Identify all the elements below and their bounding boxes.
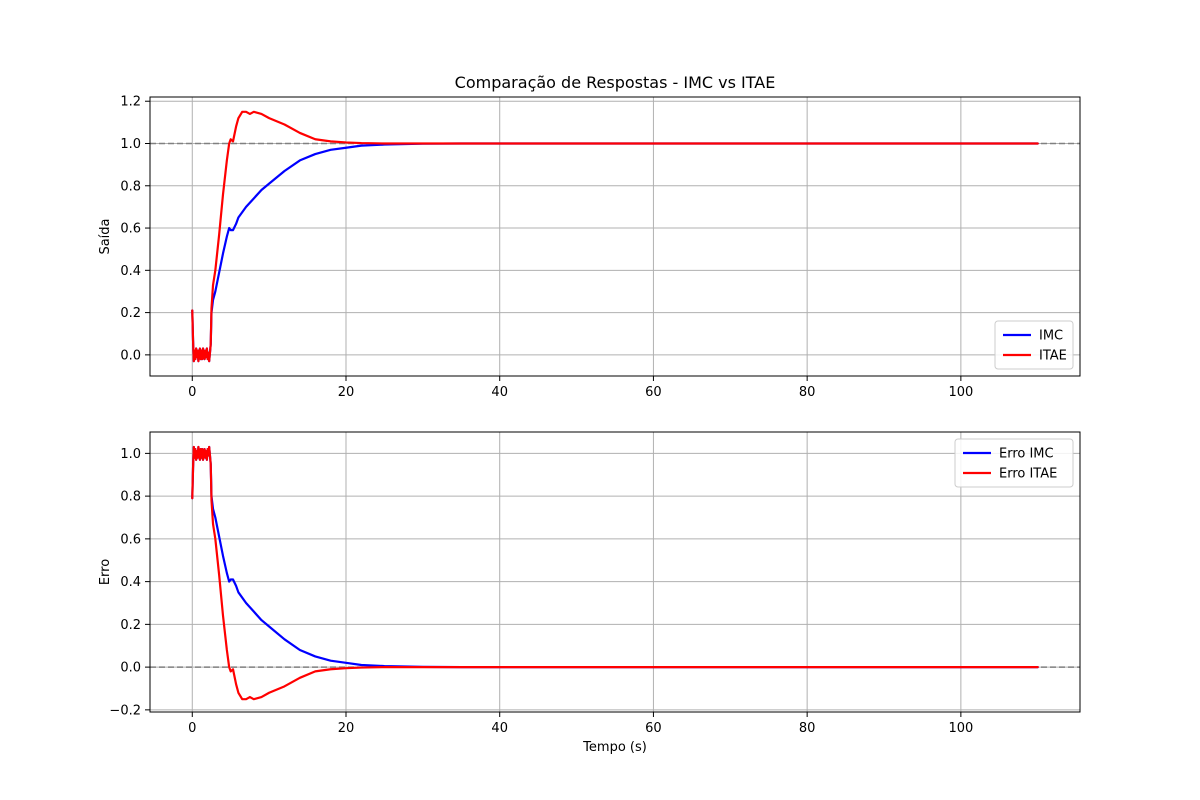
- x-tick-label: 100: [948, 721, 973, 736]
- x-tick-label: 40: [491, 721, 508, 736]
- y-tick-label: 1.0: [120, 137, 141, 152]
- legend-box: [994, 320, 1074, 370]
- error-x-axis-label: Tempo (s): [582, 740, 647, 755]
- x-tick-label: 60: [645, 721, 662, 736]
- y-tick-label: −0.2: [109, 703, 141, 718]
- x-tick-label: 80: [799, 721, 816, 736]
- series-line-erro-itae: [191, 445, 1039, 701]
- output-legend: IMC ITAE: [994, 320, 1074, 370]
- error-y-axis-label: Erro: [98, 559, 113, 585]
- error-subplot: 0 20 40 60 80 100 −0.2 0.0 0.2 0.4 0.6 0.8 1.0 Erro …: [98, 431, 1081, 755]
- error-series-lines: [191, 445, 1039, 701]
- y-tick-label: 0.4: [120, 575, 141, 590]
- y-tick-label: 0.8: [120, 490, 141, 505]
- output-y-axis-label: Saída: [98, 218, 113, 254]
- x-tick-label: 20: [338, 721, 355, 736]
- legend-label: Erro IMC: [999, 447, 1054, 462]
- legend-label: IMC: [1039, 329, 1063, 344]
- series-line-itae: [191, 110, 1039, 363]
- output-series-lines: [191, 110, 1039, 363]
- x-tick-label: 20: [338, 385, 355, 400]
- x-tick-label: 40: [491, 385, 508, 400]
- error-axes-frame: [149, 431, 1081, 713]
- y-tick-label: 0.6: [120, 222, 141, 237]
- y-tick-label: 0.6: [120, 532, 141, 547]
- figure-title: Comparação de Respostas - IMC vs ITAE: [455, 73, 776, 92]
- y-tick-label: 1.2: [120, 95, 141, 110]
- legend-label: ITAE: [1039, 349, 1067, 364]
- x-tick-label: 0: [188, 385, 196, 400]
- legend-box: [954, 438, 1074, 488]
- y-tick-label: 0.4: [120, 264, 141, 279]
- x-tick-label: 60: [645, 385, 662, 400]
- y-tick-label: 0.2: [120, 618, 141, 633]
- y-tick-label: 0.2: [120, 306, 141, 321]
- output-axes-frame: [149, 96, 1081, 377]
- y-tick-label: 0.8: [120, 179, 141, 194]
- legend-label: Erro ITAE: [999, 467, 1057, 482]
- y-tick-label: 0.0: [120, 348, 141, 363]
- x-tick-label: 0: [188, 721, 196, 736]
- x-tick-label: 80: [799, 385, 816, 400]
- error-ticks: 0 20 40 60 80 100 −0.2 0.0 0.2 0.4 0.6 0.8 1.0: [109, 447, 973, 736]
- y-tick-label: 1.0: [120, 447, 141, 462]
- y-tick-label: 0.0: [120, 661, 141, 676]
- x-tick-label: 100: [948, 385, 973, 400]
- output-ticks: 0 20 40 60 80 100 0.0 0.2 0.4 0.6 0.8 1.0 1.2: [120, 95, 973, 400]
- error-legend: Erro IMC Erro ITAE: [954, 438, 1074, 488]
